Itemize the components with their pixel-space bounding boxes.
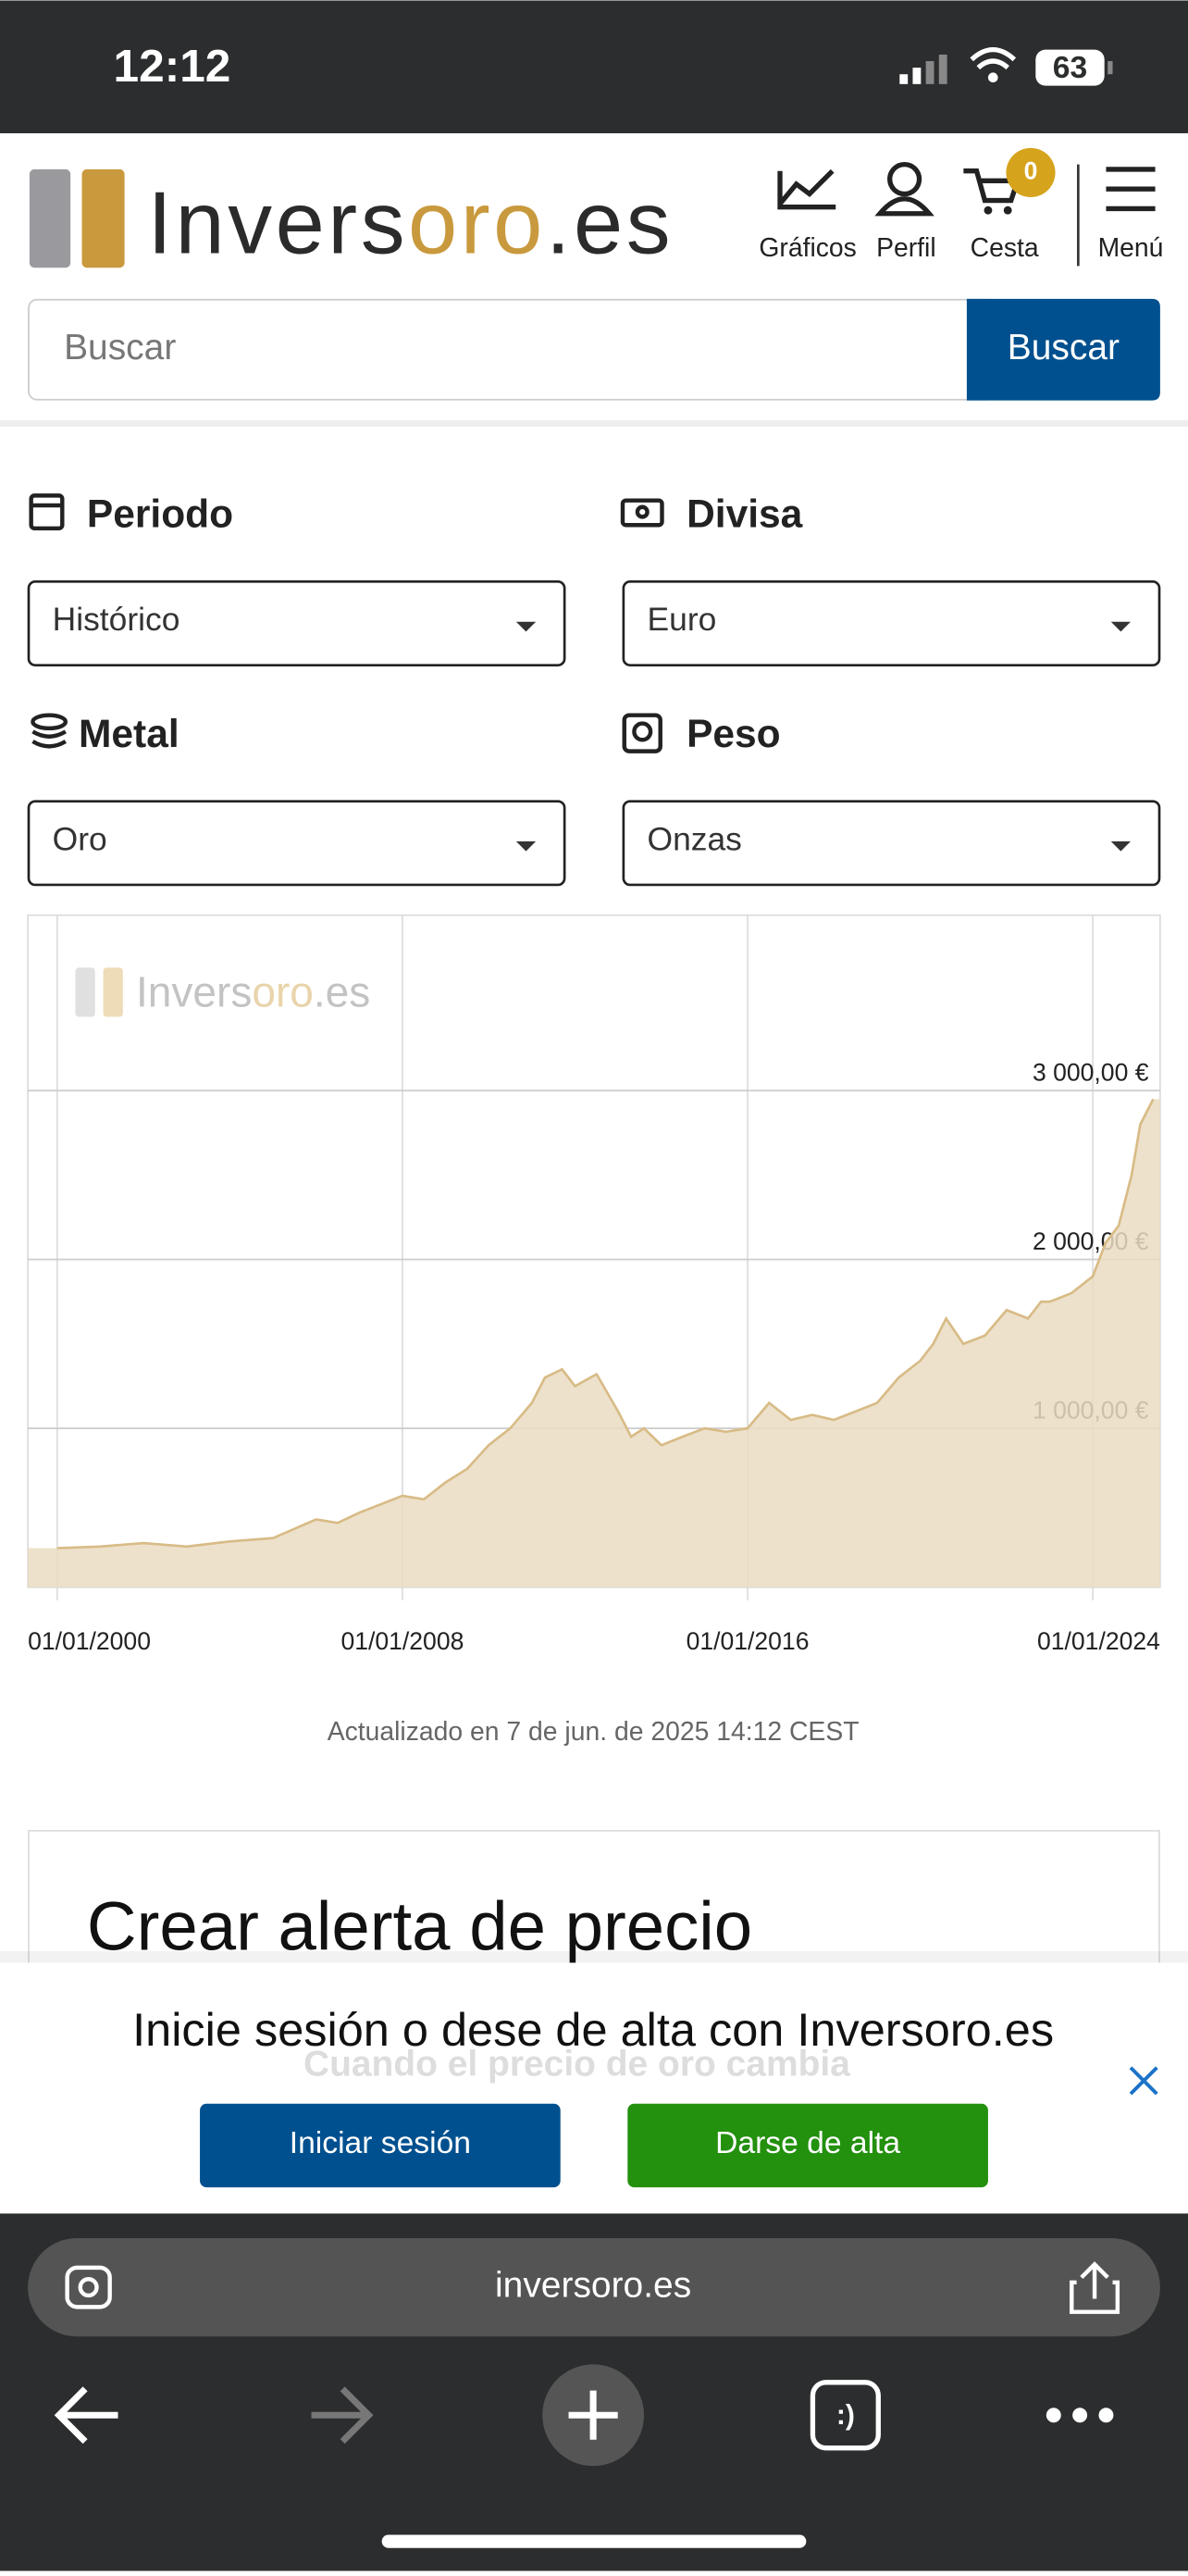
search-button[interactable] bbox=[966, 298, 1160, 401]
card-title: Crear alerta de precio bbox=[87, 1887, 752, 1964]
updated-note: Actualizado en 7 de jun. de 2025 14:12 C… bbox=[328, 1717, 860, 1747]
select-arrow bbox=[515, 621, 537, 632]
filter-label: Periodo bbox=[87, 493, 233, 537]
url: inversoro.es bbox=[495, 2265, 691, 2305]
watermark-bar bbox=[103, 967, 123, 1017]
select-arrow bbox=[515, 841, 537, 852]
search-placeholder: Buscar bbox=[64, 328, 176, 367]
url-bar[interactable] bbox=[28, 2237, 1160, 2337]
nav-item[interactable]: Gráficos bbox=[759, 233, 856, 263]
card-subtitle: Cuando el precio de oro cambia bbox=[303, 2044, 850, 2084]
select-value: Euro bbox=[648, 601, 717, 638]
select-value: Histórico bbox=[53, 601, 180, 638]
banner-text: Inicie sesión o dese de alta con Inverso… bbox=[132, 2003, 1054, 2056]
battery: 63 bbox=[1053, 51, 1087, 85]
search-button-label: Buscar bbox=[1008, 328, 1120, 367]
time: 12:12 bbox=[114, 40, 231, 92]
select[interactable] bbox=[27, 580, 566, 666]
filter-label: Metal bbox=[79, 713, 179, 756]
y-tick-label: 3 000,00 € bbox=[1033, 1059, 1149, 1087]
select-value: Oro bbox=[53, 820, 107, 857]
close-button[interactable] bbox=[1129, 2066, 1158, 2096]
filter-label: Divisa bbox=[687, 493, 803, 537]
x-tick-label: 01/01/2000 bbox=[28, 1627, 151, 1655]
login-button[interactable] bbox=[200, 2103, 561, 2188]
login-banner bbox=[0, 1962, 1188, 2214]
watermark-bar bbox=[75, 967, 95, 1017]
select[interactable] bbox=[622, 580, 1161, 666]
nav-item[interactable]: Menú bbox=[1098, 233, 1164, 263]
select-arrow bbox=[1110, 621, 1132, 632]
watermark: Inversoro.es bbox=[136, 968, 370, 1016]
logo[interactable]: Inversoro.es bbox=[147, 174, 674, 273]
x-tick-label: 01/01/2016 bbox=[687, 1627, 810, 1655]
login-label: Iniciar sesión bbox=[290, 2126, 471, 2160]
select-arrow bbox=[1110, 841, 1132, 852]
select[interactable] bbox=[27, 800, 566, 887]
x-tick-label: 01/01/2024 bbox=[1037, 1627, 1160, 1655]
back-button[interactable] bbox=[54, 2386, 118, 2445]
x-tick-label: 01/01/2008 bbox=[340, 1627, 464, 1655]
cart-count: 0 bbox=[1024, 156, 1038, 184]
signup-label: Darse de alta bbox=[715, 2126, 900, 2160]
nav-item[interactable]: Perfil bbox=[876, 233, 936, 263]
select[interactable] bbox=[622, 800, 1161, 887]
tabs[interactable] bbox=[810, 2380, 881, 2451]
nav-item[interactable]: Cesta bbox=[971, 233, 1039, 263]
price-line bbox=[56, 1098, 1155, 1549]
price-area bbox=[28, 1099, 1160, 1587]
filter-label: Peso bbox=[687, 713, 781, 756]
svg-text::): :) bbox=[836, 2400, 855, 2431]
signup-button[interactable] bbox=[627, 2103, 988, 2188]
select-value: Onzas bbox=[648, 820, 742, 857]
